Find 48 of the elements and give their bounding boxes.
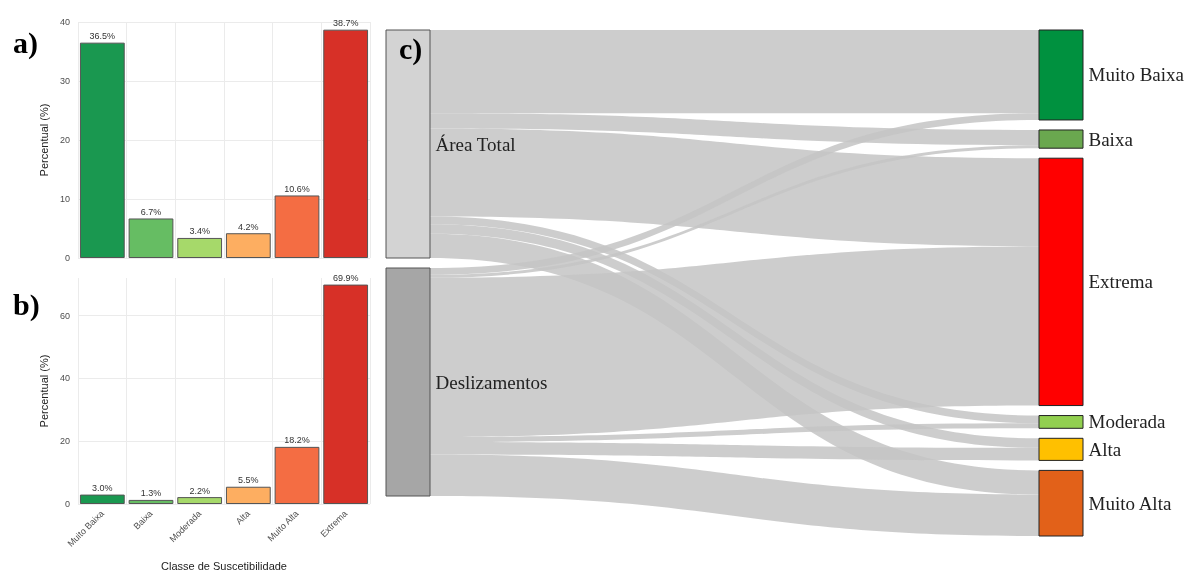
bar [323, 29, 369, 258]
data-label: 36.5% [89, 31, 116, 42]
category-label: Muito Alta [1088, 492, 1172, 514]
bar [323, 284, 369, 504]
data-label: 18.2% [284, 435, 310, 446]
category-label: Extrema [1088, 271, 1154, 293]
chart-title: a) [13, 25, 38, 60]
category-label: Baixa [1088, 128, 1134, 150]
data-label: 6.7% [140, 206, 162, 217]
category-label: Moderada [1088, 411, 1167, 433]
data-label: 5.5% [238, 475, 259, 486]
bar [128, 218, 174, 258]
bar [79, 494, 125, 504]
data-label: 2.2% [189, 485, 210, 496]
x-tick-label: Alta [233, 508, 252, 527]
text: Deslizamentos [435, 371, 548, 393]
y-tick-label: 20 [59, 135, 70, 145]
data-label: 69.9% [332, 273, 359, 284]
text: Área Total [435, 133, 516, 155]
y-tick-label: 10 [59, 194, 70, 204]
bar [274, 195, 320, 258]
text: c) [399, 31, 423, 66]
data-label: 10.6% [284, 183, 310, 194]
y-tick-label: 30 [59, 76, 70, 86]
x-axis-title: Classe de Suscetibilidade [161, 559, 287, 572]
y-tick-label: 0 [64, 253, 70, 263]
data-label: 3.4% [189, 226, 210, 237]
bar [274, 446, 320, 504]
bar [177, 497, 223, 504]
chart-title: b) [13, 287, 40, 322]
category-label: Muito Baixa [1088, 64, 1185, 86]
data-label: 4.2% [238, 221, 259, 232]
y-tick-label: 60 [59, 310, 70, 321]
y-axis-title: Percentual (%) [37, 103, 50, 177]
bar [225, 486, 271, 504]
data-label: 3.0% [92, 483, 113, 494]
y-tick-label: 40 [59, 17, 70, 27]
bar [177, 237, 223, 258]
bar [79, 42, 125, 258]
bar [225, 233, 271, 258]
category-label: Alta [1088, 438, 1122, 460]
data-label: 1.3% [140, 488, 162, 499]
data-label: 38.7% [332, 18, 359, 29]
bar [128, 499, 174, 504]
y-axis-title: Percentual (%) [37, 354, 50, 428]
y-tick-label: 20 [59, 436, 70, 447]
y-tick-label: 0 [64, 499, 70, 509]
y-tick-label: 40 [59, 373, 70, 384]
